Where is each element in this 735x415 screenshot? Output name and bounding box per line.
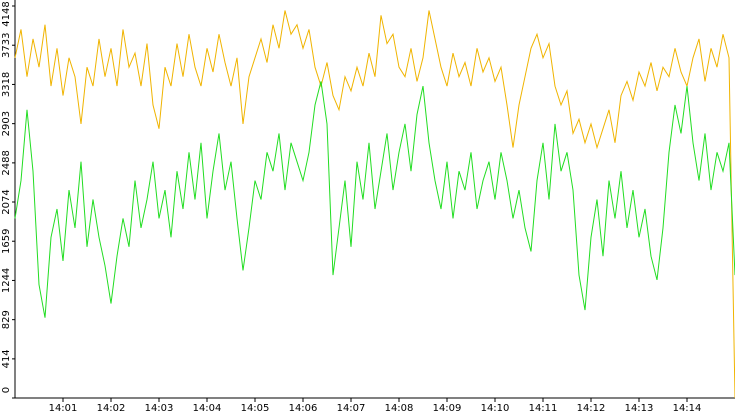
y-tick-label: 1659 <box>1 228 12 253</box>
x-tick-label: 14:12 <box>577 403 606 414</box>
x-tick-label: 14:09 <box>433 403 462 414</box>
y-tick-label: 3733 <box>1 32 12 57</box>
y-tick-label: 0 <box>1 387 12 393</box>
data-line <box>14 10 735 399</box>
y-tick-label: 4148 <box>1 1 12 26</box>
x-tick-label: 14:08 <box>385 403 414 414</box>
x-tick-label: 14:04 <box>193 403 222 414</box>
y-tick-label: 2903 <box>1 111 12 136</box>
x-tick-label: 14:14 <box>673 403 702 414</box>
x-tick-label: 14:07 <box>337 403 366 414</box>
x-tick-label: 14:10 <box>481 403 510 414</box>
y-tick-label: 414 <box>1 349 12 368</box>
x-tick-label: 14:05 <box>241 403 270 414</box>
y-tick-label: 1244 <box>1 268 12 293</box>
x-tick-label: 14:03 <box>145 403 174 414</box>
data-line <box>14 81 735 318</box>
x-tick-label: 14:13 <box>625 403 654 414</box>
y-tick-label: 3318 <box>1 72 12 97</box>
x-tick-label: 14:01 <box>49 403 78 414</box>
x-tick-label: 14:11 <box>529 403 558 414</box>
x-tick-label: 14:02 <box>97 403 126 414</box>
y-tick-label: 829 <box>1 310 12 329</box>
x-tick-label: 14:06 <box>289 403 318 414</box>
y-tick-label: 2488 <box>1 150 12 175</box>
y-tick-label: 2074 <box>1 189 12 214</box>
